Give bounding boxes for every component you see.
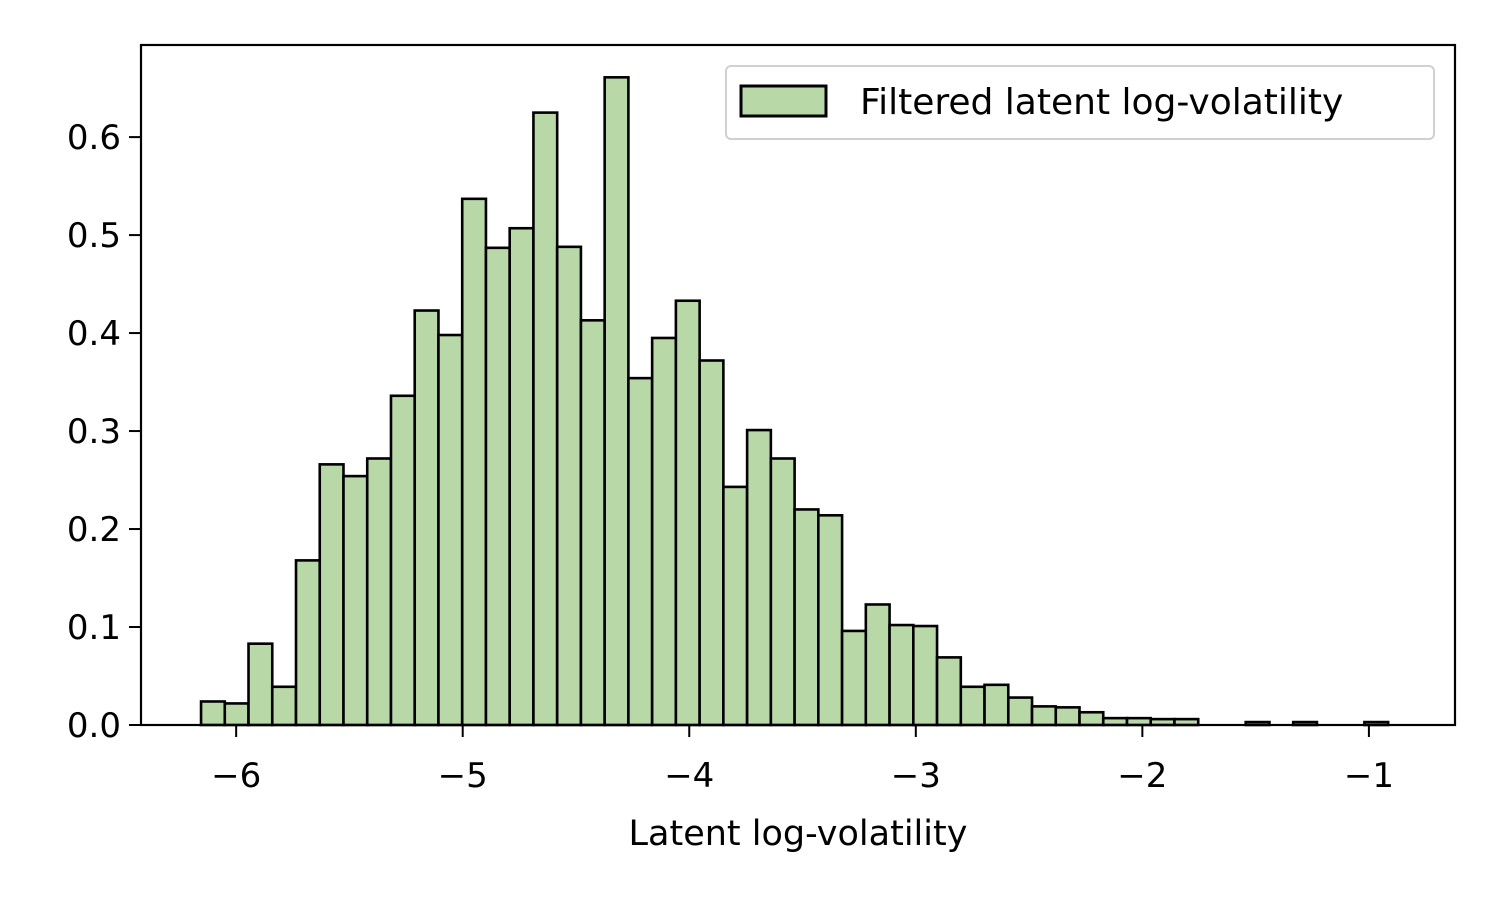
histogram-bar	[840, 629, 868, 727]
legend-swatch	[739, 84, 828, 118]
y-tick-label: 0.5	[67, 216, 121, 256]
histogram-bar	[769, 457, 796, 727]
histogram-bar	[864, 603, 891, 727]
histogram-bar	[745, 428, 773, 727]
x-tick-label: −1	[1344, 756, 1394, 796]
histogram-bar	[579, 319, 606, 727]
histogram-bar	[817, 514, 844, 727]
y-tick-label: 0.2	[67, 510, 121, 550]
histogram-bar	[270, 685, 298, 727]
histogram-bar	[1030, 705, 1058, 727]
histogram-bar	[650, 336, 678, 727]
histogram-bar	[223, 702, 250, 727]
histogram-bar	[698, 359, 725, 727]
histogram-bar	[199, 700, 227, 727]
histogram-bar	[1054, 706, 1081, 727]
histogram-bar	[1078, 710, 1105, 727]
histogram-bar	[959, 685, 986, 727]
legend-box	[725, 65, 1435, 140]
x-axis-ticks: −6 −5 −4 −3 −2 −1	[211, 725, 1394, 796]
histogram-bar	[247, 642, 274, 727]
histogram-bar	[793, 508, 820, 727]
histogram-bar	[627, 376, 654, 727]
histogram-bar	[722, 485, 749, 727]
y-tick-label: 0.6	[67, 118, 121, 158]
histogram-bar	[437, 333, 464, 727]
histogram-bar	[532, 111, 559, 727]
x-tick-label: −6	[211, 756, 261, 796]
x-tick-label: −2	[1117, 756, 1167, 796]
histogram-bar	[935, 656, 963, 727]
histogram-bar	[318, 463, 345, 727]
histogram-bar	[389, 394, 417, 727]
histogram-bar	[413, 309, 440, 727]
histogram-bar	[555, 245, 583, 727]
histogram-bar	[1006, 696, 1034, 727]
x-tick-label: −3	[891, 756, 941, 796]
axes-frame	[139, 43, 1457, 727]
y-tick-label: 0.1	[67, 608, 121, 648]
histogram-bars	[199, 76, 1390, 727]
histogram-bar	[460, 197, 488, 727]
histogram-bar	[983, 683, 1010, 727]
y-axis-ticks: 0.0 0.1 0.2 0.3 0.4 0.5 0.6	[67, 118, 141, 746]
histogram-bar	[603, 76, 630, 727]
histogram-bar	[484, 246, 511, 727]
histogram-bar	[508, 226, 535, 727]
x-axis-label: Latent log-volatility	[629, 814, 968, 854]
y-tick-label: 0.3	[67, 412, 121, 452]
x-tick-label: −4	[664, 756, 714, 796]
histogram-bar	[294, 559, 322, 727]
legend-label: Filtered latent log-volatility	[860, 82, 1343, 123]
y-tick-label: 0.0	[67, 706, 121, 746]
histogram-bar	[888, 623, 915, 727]
x-tick-label: −5	[438, 756, 488, 796]
histogram-bar	[342, 474, 369, 727]
histogram-bar	[365, 457, 393, 727]
histogram-bar	[912, 624, 939, 727]
y-tick-label: 0.4	[67, 314, 121, 354]
histogram-bar	[674, 299, 701, 727]
legend: Filtered latent log-volatility	[725, 65, 1435, 140]
